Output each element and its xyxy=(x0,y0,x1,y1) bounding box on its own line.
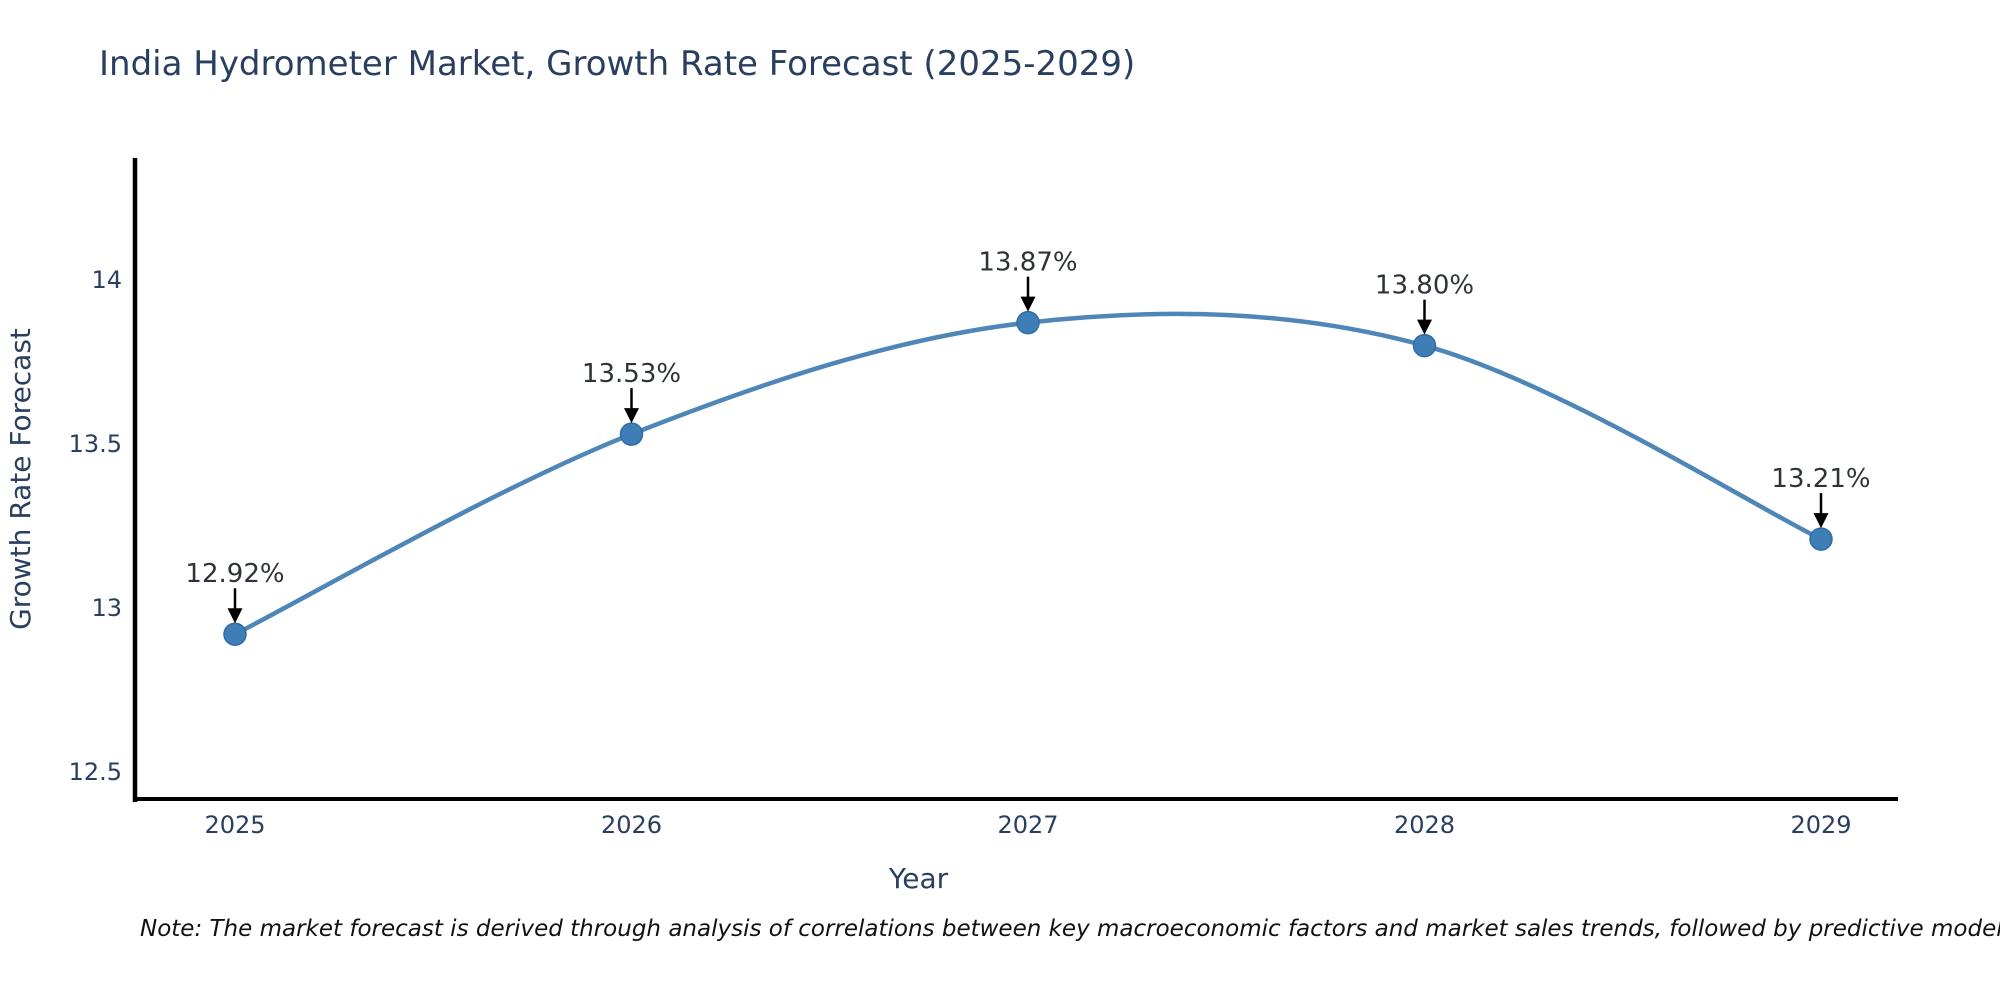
forecast-line xyxy=(232,311,1824,637)
data-point-2026 xyxy=(619,422,644,446)
y-tick-label-13.5: 13.5 xyxy=(69,430,122,458)
annotation-label-2028: 13.80% xyxy=(1375,271,1474,301)
x-tick-label-2026: 2026 xyxy=(601,811,662,839)
x-tick-label-2027: 2027 xyxy=(997,811,1058,839)
y-tick-label-12.5: 12.5 xyxy=(69,758,122,786)
annotation-label-2027: 13.87% xyxy=(978,248,1077,278)
x-tick-label-2029: 2029 xyxy=(1790,811,1851,839)
annotation-arrowhead-2026 xyxy=(624,408,639,424)
x-tick-label-2028: 2028 xyxy=(1394,811,1455,839)
data-point-2028 xyxy=(1412,333,1437,358)
y-tick-label-13: 13 xyxy=(91,594,122,622)
annotation-arrowhead-2027 xyxy=(1020,296,1036,312)
y-axis-title: Growth Rate Forecast xyxy=(4,328,37,630)
annotation-label-2029: 13.21% xyxy=(1771,464,1870,494)
annotation-arrowhead-2028 xyxy=(1417,319,1432,335)
annotation-arrowhead-2025 xyxy=(227,608,243,624)
chart-title: India Hydrometer Market, Growth Rate For… xyxy=(99,44,1136,84)
annotation-label-2026: 13.53% xyxy=(582,359,681,389)
annotation-arrowhead-2029 xyxy=(1813,513,1829,529)
annotation-label-2025: 12.92% xyxy=(185,559,284,589)
data-point-2029 xyxy=(1809,527,1833,551)
x-axis-title: Year xyxy=(888,862,949,895)
x-tick-label-2025: 2025 xyxy=(204,811,265,839)
chart-footnote: Note: The market forecast is derived thr… xyxy=(140,916,2000,942)
y-tick-label-14: 14 xyxy=(91,266,122,294)
data-point-2025 xyxy=(223,622,247,646)
data-point-2027 xyxy=(1016,310,1040,335)
